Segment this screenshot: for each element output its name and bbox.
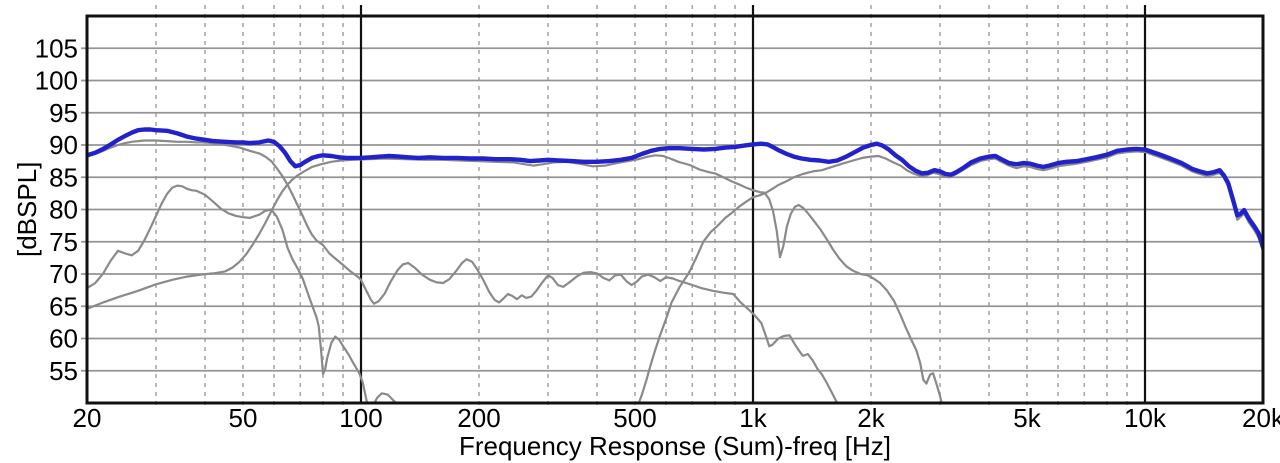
y-tick-label: 105 (35, 33, 78, 63)
y-tick-label: 70 (49, 259, 78, 289)
y-tick-label: 55 (49, 356, 78, 386)
x-tick-label: 5k (1013, 403, 1041, 433)
driver-tweeter-curve (637, 150, 1263, 403)
x-tick-label: 20k (1242, 403, 1280, 433)
y-tick-label: 95 (49, 98, 78, 128)
plot-frame (85, 14, 1265, 405)
x-tick-label: 200 (457, 403, 500, 433)
y-tick-label: 60 (49, 324, 78, 354)
y-tick-label: 65 (49, 291, 78, 321)
driver-subwoofer-curve (87, 184, 398, 403)
driver-woofer-curve (87, 139, 839, 403)
sum-curve (87, 127, 1263, 250)
y-tick-label: 90 (49, 130, 78, 160)
x-tick-label: 1k (739, 403, 767, 433)
x-tick-label: 100 (339, 403, 382, 433)
x-axis-label: Frequency Response (Sum)-freq [Hz] (458, 431, 892, 461)
y-tick-label: 75 (49, 227, 78, 257)
x-tick-label: 2k (857, 403, 885, 433)
x-tick-label: 50 (229, 403, 258, 433)
x-tick-label: 500 (613, 403, 656, 433)
y-axis-label: [dBSPL] (12, 161, 42, 258)
driver-midrange-curve (87, 154, 943, 403)
y-tick-label: 80 (49, 195, 78, 225)
y-tick-label: 85 (49, 162, 78, 192)
x-tick-label: 10k (1124, 403, 1167, 433)
x-tick-label: 20 (73, 403, 102, 433)
y-tick-label: 100 (35, 66, 78, 96)
